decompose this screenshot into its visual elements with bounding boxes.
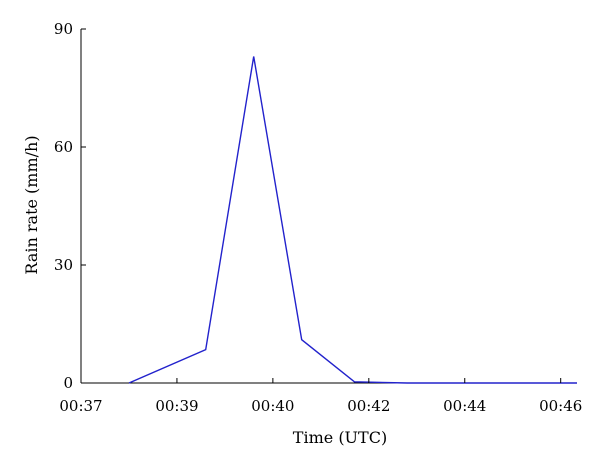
y-tick-label: 0 bbox=[63, 374, 73, 392]
y-tick-label: 90 bbox=[54, 20, 73, 38]
x-tick-label: 00:44 bbox=[443, 397, 486, 415]
x-tick-label: 00:39 bbox=[155, 397, 198, 415]
y-tick-label: 60 bbox=[54, 138, 73, 156]
rain-rate-series-line bbox=[128, 56, 577, 384]
y-axis-title: Rain rate (mm/h) bbox=[22, 135, 41, 274]
ticks-layer: 0 30 60 90 00:37 00:39 00:40 00:42 00:44 00:46 bbox=[54, 20, 582, 415]
x-tick-label: 00:42 bbox=[347, 397, 390, 415]
x-tick-label: 00:46 bbox=[539, 397, 582, 415]
x-tick-label: 00:37 bbox=[59, 397, 102, 415]
plot-area bbox=[80, 29, 577, 384]
y-tick-label: 30 bbox=[54, 256, 73, 274]
x-axis-title: Time (UTC) bbox=[293, 428, 387, 447]
series-layer bbox=[128, 56, 577, 384]
x-tick-label: 00:40 bbox=[251, 397, 294, 415]
